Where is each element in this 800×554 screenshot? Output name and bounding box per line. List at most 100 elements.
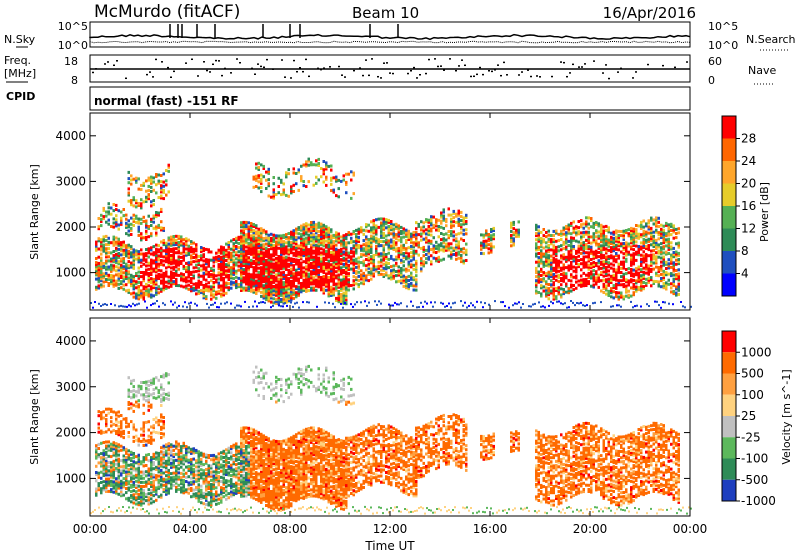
freq-label-line2: [MHz] — [4, 67, 36, 80]
data-cell — [270, 261, 273, 265]
data-cell — [632, 244, 635, 247]
data-cell — [305, 160, 308, 164]
data-cell — [622, 244, 625, 247]
data-cell — [622, 283, 625, 286]
data-cell — [392, 223, 395, 227]
data-cell — [407, 264, 410, 268]
data-cell — [100, 271, 103, 274]
data-cell — [597, 267, 600, 271]
data-cell — [170, 270, 173, 274]
data-cell — [390, 232, 393, 236]
data-cell — [265, 261, 268, 265]
data-cell — [307, 237, 310, 241]
data-cell — [622, 272, 625, 276]
data-cell — [640, 282, 643, 286]
data-cell — [290, 282, 293, 285]
data-cell — [660, 250, 663, 254]
data-cell — [587, 232, 590, 236]
data-cell — [260, 274, 263, 278]
data-cell — [290, 292, 293, 296]
data-cell — [652, 261, 655, 265]
data-cell — [97, 237, 100, 241]
data-cell — [542, 271, 545, 275]
ground-scatter-cell — [434, 301, 436, 304]
data-cell — [322, 291, 325, 295]
data-cell — [127, 187, 130, 191]
data-cell — [600, 240, 603, 244]
data-cell — [567, 225, 570, 229]
data-cell — [247, 266, 250, 270]
nave-dot — [254, 73, 256, 75]
data-cell — [302, 227, 305, 231]
data-cell — [447, 254, 450, 258]
data-cell — [125, 232, 128, 236]
data-cell — [207, 250, 210, 254]
data-cell — [390, 238, 393, 242]
ground-scatter-cell — [262, 301, 264, 304]
nave-dot — [308, 75, 310, 78]
data-cell — [187, 253, 190, 256]
data-cell — [605, 268, 608, 271]
data-cell — [550, 283, 553, 287]
data-cell — [252, 278, 255, 282]
data-cell — [207, 272, 210, 276]
data-cell — [310, 233, 313, 237]
data-cell — [365, 251, 368, 255]
data-cell — [267, 272, 270, 276]
ground-scatter-cell — [296, 301, 298, 304]
data-cell — [257, 244, 260, 248]
data-cell — [605, 278, 608, 282]
data-cell — [452, 253, 455, 256]
data-cell — [185, 243, 188, 247]
data-cell — [450, 256, 453, 260]
data-cell — [452, 234, 455, 238]
data-cell — [267, 270, 270, 274]
data-cell — [245, 259, 248, 263]
data-cell — [580, 243, 583, 247]
data-cell — [330, 271, 333, 275]
data-cell — [602, 243, 605, 247]
data-cell — [237, 283, 240, 286]
data-cell — [250, 224, 253, 227]
data-cell — [172, 237, 175, 240]
data-cell — [602, 233, 605, 237]
data-cell — [540, 239, 543, 243]
data-cell — [317, 229, 320, 233]
data-cell — [285, 294, 288, 298]
data-cell — [97, 278, 100, 282]
nave-dot — [329, 66, 331, 68]
data-cell — [247, 241, 250, 245]
data-cell — [612, 263, 615, 267]
data-cell — [360, 252, 363, 256]
data-cell — [95, 265, 98, 269]
data-cell — [220, 245, 223, 249]
data-cell — [340, 295, 343, 298]
data-cell — [255, 283, 258, 287]
data-cell — [300, 175, 303, 179]
data-cell — [270, 278, 273, 281]
data-cell — [267, 293, 270, 297]
data-cell — [377, 266, 380, 270]
data-cell — [332, 254, 335, 258]
data-cell — [182, 248, 185, 252]
data-cell — [662, 261, 665, 265]
ground-scatter-cell — [480, 301, 482, 304]
data-cell — [167, 281, 170, 285]
data-cell — [172, 239, 175, 243]
data-cell — [330, 269, 333, 273]
data-cell — [142, 297, 145, 301]
data-cell — [240, 239, 243, 243]
noise-traces — [89, 24, 691, 44]
data-cell — [117, 254, 120, 258]
data-cell — [102, 215, 105, 219]
data-cell — [242, 259, 245, 263]
data-cell — [560, 293, 563, 297]
data-cell — [352, 192, 355, 196]
data-cell — [337, 298, 340, 302]
data-cell — [365, 253, 368, 257]
data-cell — [180, 251, 183, 255]
data-cell — [217, 271, 220, 275]
data-cell — [342, 271, 345, 275]
data-cell — [280, 283, 283, 287]
data-cell — [670, 261, 673, 265]
